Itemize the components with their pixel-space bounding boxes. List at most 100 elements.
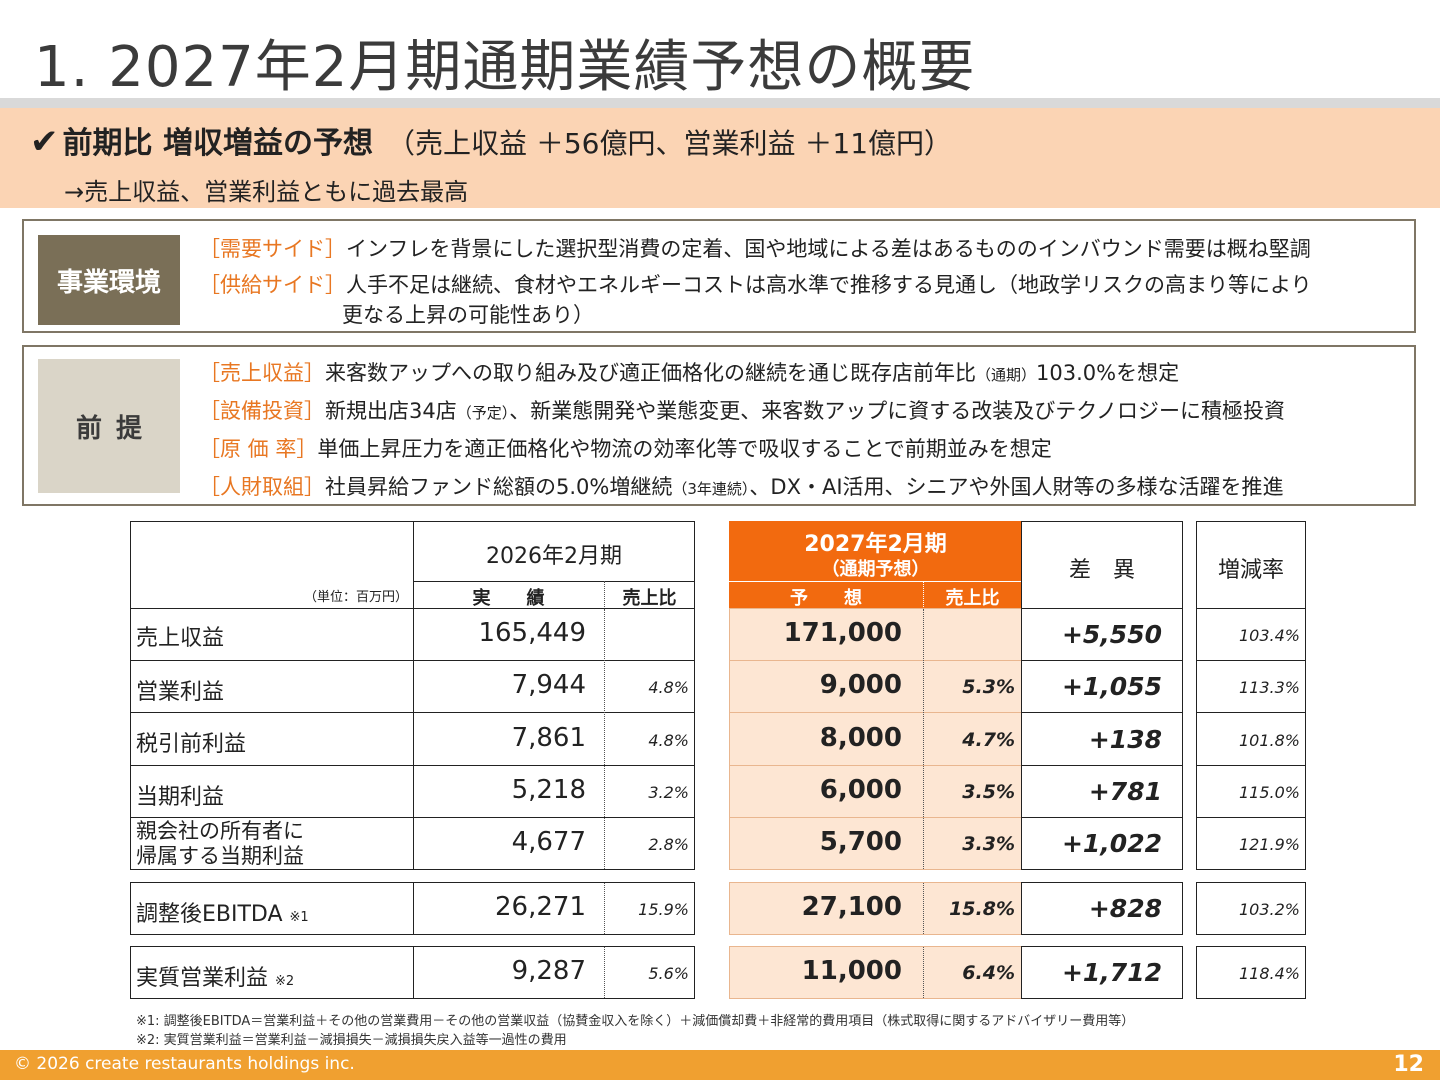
row-label-text: 実質営業利益 — [136, 966, 269, 991]
footnote-marker: ※1 — [289, 910, 309, 925]
prev-ratio-value: 3.2% — [648, 783, 689, 802]
prev-ratio-divider — [604, 947, 605, 998]
table-row — [130, 817, 414, 870]
table-cell — [729, 946, 1022, 999]
rate-header: 増減率 — [1217, 558, 1284, 583]
rate-value: 103.4% — [1238, 626, 1300, 645]
forecast-ratio-value: 6.4% — [962, 962, 1015, 984]
forecast-value: 8,000 — [819, 723, 902, 753]
headline: ✔ 前期比 増収増益の予想 （売上収益 ＋56億円、営業利益 ＋11億円） — [30, 118, 952, 162]
diff-value: +828 — [1088, 894, 1162, 923]
table-cell — [413, 882, 695, 935]
table-row — [130, 660, 414, 713]
page-title: 1. 2027年2月期通期業績予想の概要 — [34, 35, 976, 100]
demand-tag: ［需要サイド］ — [199, 237, 346, 261]
table-cell — [729, 660, 1022, 713]
cost-ratio-tag: ［原 価 率］ — [199, 437, 318, 461]
forecast-value: 11,000 — [801, 956, 902, 986]
prev-header-divider — [604, 581, 605, 609]
supply-text-continued: 更なる上昇の可能性あり） — [342, 303, 594, 327]
headline-line2: →売上収益、営業利益ともに過去最高 — [64, 178, 469, 206]
forecast-value: 6,000 — [819, 775, 902, 805]
footnote-1: ※1: 調整後EBITDA＝営業利益＋その他の営業費用－その他の営業収益（協賛金… — [136, 1014, 1135, 1029]
prev-ratio-divider — [604, 609, 605, 869]
row-label: 実質営業利益 ※2 — [136, 960, 294, 992]
diff-value: +1,055 — [1061, 672, 1162, 701]
row-label: 営業利益 — [136, 680, 225, 705]
supply-tag: ［供給サイド］ — [199, 273, 346, 297]
forecast-header-divider — [923, 581, 924, 609]
prev-ratio-header: 売上比 — [622, 588, 677, 609]
table-row — [130, 608, 414, 661]
prev-ratio-value: 15.9% — [638, 900, 689, 919]
rate-value: 113.3% — [1238, 678, 1300, 697]
forecast-value: 171,000 — [783, 618, 902, 648]
table-cell — [1196, 817, 1306, 870]
headline-sub: （売上収益 ＋56億円、営業利益 ＋11億円） — [386, 127, 953, 160]
premise-box: 前提 ［売上収益］来客数アップへの取り組み及び適正価格化の継続を通じ既存店前年比… — [22, 345, 1416, 506]
headline-band — [0, 108, 1440, 208]
prev-ratio-value: 5.6% — [648, 964, 689, 983]
prev-value: 26,271 — [495, 892, 586, 922]
capex-text-small: （予定） — [456, 404, 510, 422]
forecast-ratio-value: 15.8% — [949, 898, 1015, 920]
check-icon: ✔ — [30, 122, 59, 162]
prev-ratio-value: 4.8% — [648, 731, 689, 750]
row-label: 当期利益 — [136, 785, 225, 810]
forecast-header-line1: 2027年2月期 — [804, 532, 947, 557]
row-label: 親会社の所有者に 帰属する当期利益 — [136, 819, 304, 869]
table-cell — [1021, 660, 1183, 713]
forecast-ratio-value: 4.7% — [962, 729, 1015, 751]
diff-value: +1,712 — [1061, 958, 1162, 987]
prev-value: 165,449 — [478, 618, 586, 648]
forecast-value: 27,100 — [801, 892, 902, 922]
table-cell — [413, 946, 695, 999]
prev-value: 7,861 — [511, 723, 586, 753]
table-cell — [413, 712, 695, 766]
revenue-text-small: （通期） — [976, 366, 1037, 384]
table-row — [130, 882, 414, 935]
hr-text-end: 、DX・AI活用、シニアや外国人財等の多様な活躍を推進 — [749, 475, 1284, 499]
revenue-text-end: 103.0%を想定 — [1036, 361, 1180, 385]
capex-tag: ［設備投資］ — [199, 399, 325, 423]
footnote-2: ※2: 実質営業利益＝営業利益－減損損失－減損損失戻入益等一過性の費用 — [136, 1033, 567, 1048]
supply-text: 人手不足は継続、食材やエネルギーコストは高水準で推移する見通し（地政学リスクの高… — [346, 273, 1312, 297]
diff-value: +1,022 — [1061, 829, 1162, 858]
page-number: 12 — [1393, 1052, 1424, 1077]
premise-item-capex: ［設備投資］新規出店34店（予定）、新業態開発や業態変更、来客数アップに資する改… — [199, 395, 1285, 425]
forecast-ratio-value: 3.5% — [962, 781, 1015, 803]
rate-value: 103.2% — [1238, 900, 1300, 919]
row-label: 売上収益 — [136, 626, 225, 651]
diff-value: +5,550 — [1061, 620, 1162, 649]
environment-item-supply: ［供給サイド］人手不足は継続、食材やエネルギーコストは高水準で推移する見通し（地… — [199, 269, 1312, 299]
prev-actual-header: 実 績 — [472, 588, 545, 609]
environment-item-demand: ［需要サイド］インフレを背景にした選択型消費の定着、国や地域による差はあるものの… — [199, 233, 1311, 263]
prev-ratio-value: 2.8% — [648, 835, 689, 854]
forecast-value: 9,000 — [819, 670, 902, 700]
table-cell — [1021, 946, 1183, 999]
table-row — [130, 765, 414, 818]
diff-header: 差 異 — [1068, 558, 1135, 583]
table-cell — [1196, 946, 1306, 999]
premise-item-cost-ratio: ［原 価 率］単価上昇圧力を適正価格化や物流の効率化等で吸収することで前期並みを… — [199, 433, 1052, 463]
diff-value: +781 — [1088, 777, 1162, 806]
forecast-value-header: 予 想 — [790, 588, 862, 609]
unit-label: （単位：百万円） — [303, 590, 408, 605]
table-cell — [729, 712, 1022, 766]
title-divider — [0, 98, 1440, 108]
hr-text-small: （3年連続） — [672, 480, 750, 498]
environment-box: 事業環境 ［需要サイド］インフレを背景にした選択型消費の定着、国や地域による差は… — [22, 219, 1416, 333]
capex-text-end: 、新業態開発や業態変更、来客数アップに資する改装及びテクノロジーに積極投資 — [509, 399, 1285, 423]
table-cell — [1021, 817, 1183, 870]
cost-ratio-text: 単価上昇圧力を適正価格化や物流の効率化等で吸収することで前期並みを想定 — [317, 437, 1052, 461]
rate-value: 115.0% — [1238, 783, 1300, 802]
rate-value: 101.8% — [1238, 731, 1300, 750]
table-row — [130, 946, 414, 999]
header-label-cell — [130, 521, 414, 609]
table-cell — [729, 882, 1022, 935]
row-label: 調整後EBITDA ※1 — [136, 896, 309, 928]
prev-ratio-value: 4.8% — [648, 678, 689, 697]
environment-badge: 事業環境 — [38, 235, 180, 325]
forecast-header-line2: （通期予想） — [821, 559, 930, 580]
forecast-header-rule — [729, 581, 1022, 582]
